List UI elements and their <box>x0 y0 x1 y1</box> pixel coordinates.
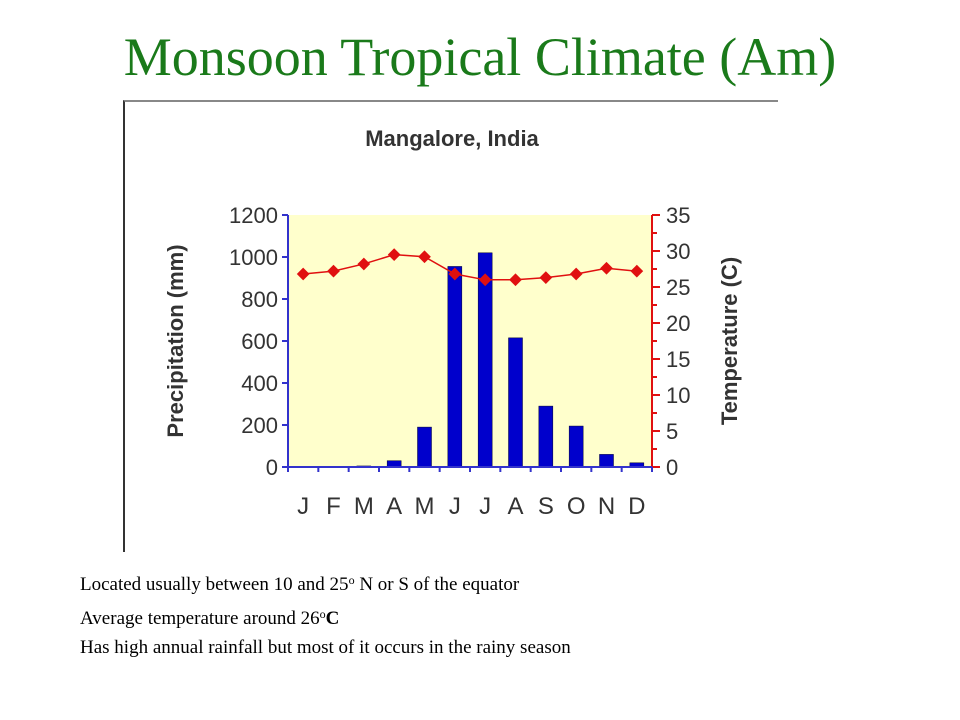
month-label: S <box>538 493 554 520</box>
month-label: D <box>628 493 645 520</box>
temperature-line <box>296 248 644 287</box>
temperature-point <box>418 250 431 264</box>
left-tick-label: 400 <box>241 371 278 396</box>
chart-canvas: Mangalore, India 0 200 400 600 800 1000 1200 0 5… <box>163 126 742 520</box>
left-tick-label: 200 <box>241 413 278 438</box>
bullet-location: Located usually between 10 and 25o N or … <box>80 568 940 595</box>
temperature-point <box>387 248 401 261</box>
y-axis-title: Precipitation (mm) <box>163 244 188 437</box>
celsius-unit: C <box>325 608 340 629</box>
right-tick-label: 30 <box>666 239 690 264</box>
precipitation-bar <box>447 266 463 468</box>
month-label: J <box>479 493 491 520</box>
right-tick-label: 0 <box>666 455 678 480</box>
bullet-location-text: Located usually between 10 and 25 <box>80 574 349 595</box>
chart-title: Mangalore, India <box>365 126 539 151</box>
degree-symbol: o <box>319 607 326 621</box>
month-label: N <box>598 493 615 520</box>
right-tick-label: 20 <box>666 311 690 336</box>
temperature-point <box>327 264 340 278</box>
chart-axes <box>282 214 660 472</box>
left-tick-label: 800 <box>241 287 278 312</box>
bullet-temperature-text: Average temperature around 26 <box>80 608 320 629</box>
left-tick-label: 1200 <box>229 203 278 228</box>
bullet-rainfall-text: Has high annual rainfall but most of it … <box>80 637 571 658</box>
right-tick-label: 15 <box>666 347 690 372</box>
left-tick-label: 600 <box>241 329 278 354</box>
bullet-list: Located usually between 10 and 25o N or … <box>80 568 940 670</box>
bullet-temperature: Average temperature around 26oC <box>80 602 940 629</box>
precipitation-bar <box>568 425 584 468</box>
bullet-rainfall: Has high annual rainfall but most of it … <box>80 636 940 660</box>
month-label: F <box>326 493 341 520</box>
precipitation-bars <box>356 252 645 468</box>
right-tick-label: 10 <box>666 383 690 408</box>
temperature-point <box>539 271 553 285</box>
left-tick-label: 0 <box>266 455 278 480</box>
temperature-point <box>478 273 492 287</box>
left-tick-label: 1000 <box>229 245 278 270</box>
right-tick-label: 5 <box>666 419 678 444</box>
degree-symbol: o <box>348 573 355 587</box>
temperature-point <box>569 267 583 281</box>
y2-axis-title: Temperature (C) <box>717 257 742 425</box>
bullet-location-tail: N or S of the equator <box>354 574 520 595</box>
right-tick-label: 35 <box>666 203 690 228</box>
precipitation-bar <box>417 426 432 468</box>
plot-area <box>288 215 652 467</box>
right-tick-label: 25 <box>666 275 690 300</box>
temperature-point <box>630 264 644 278</box>
precipitation-bar <box>538 405 554 468</box>
month-label: A <box>507 493 523 520</box>
month-label: O <box>567 493 586 520</box>
month-label: J <box>449 493 461 520</box>
month-label: M <box>354 493 374 520</box>
precipitation-bar <box>599 454 614 468</box>
climate-chart: Mangalore, India 0 200 400 600 800 1000 1200 0 5… <box>123 100 778 552</box>
temperature-point <box>448 267 462 281</box>
month-label: A <box>386 493 402 520</box>
month-label: J <box>297 493 309 520</box>
precipitation-bar <box>508 337 523 468</box>
month-label: M <box>415 493 435 520</box>
slide-title: Monsoon Tropical Climate (Am) <box>123 27 837 87</box>
